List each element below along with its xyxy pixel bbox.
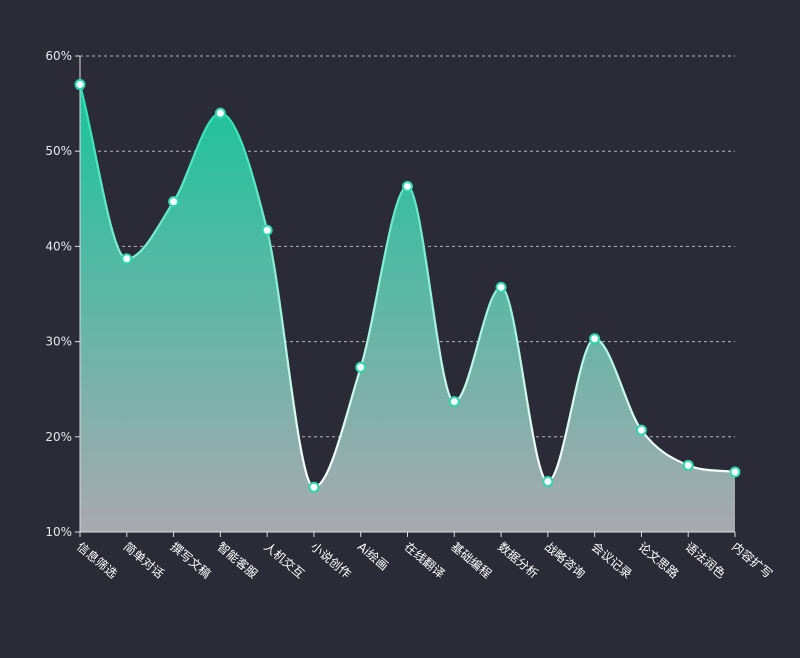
data-point-会议记录[interactable] (589, 333, 601, 345)
x-tick-label: 在线翻译 (402, 540, 448, 582)
x-tick-label: 基础编程 (448, 539, 494, 581)
x-tick-label: 简单对话 (121, 540, 167, 582)
x-tick-label: 信息筛选 (74, 539, 120, 581)
x-tick-label: 会议记录 (589, 540, 635, 582)
data-point-语法润色[interactable] (682, 459, 694, 471)
data-point-简单对话[interactable] (121, 253, 133, 265)
data-point-数据分析[interactable] (495, 281, 507, 293)
data-point-人机交互[interactable] (261, 224, 273, 236)
x-tick-label: 数据分析 (495, 539, 541, 581)
x-tick-label: 论文思路 (636, 539, 682, 581)
data-point-在线翻译[interactable] (402, 180, 413, 192)
data-point-智能客服[interactable] (214, 107, 226, 119)
series-area (80, 84, 735, 532)
data-point-信息筛选[interactable] (74, 79, 86, 91)
x-tick-label: 语法润色 (682, 540, 728, 582)
x-tick-label: 人机交互 (261, 539, 307, 581)
x-tick-label: 小说创作 (308, 539, 354, 581)
x-axis-tick-labels: 信息筛选 简单对话 撰写文稿 智能客服 人机交互 小说创作 Ai绘画 在线翻译 基础编程 数据分析… (74, 539, 775, 581)
y-tick-label: 10% (45, 525, 72, 539)
y-tick-label: 40% (45, 239, 72, 253)
y-tick-label: 30% (45, 335, 72, 349)
x-tick-label: 内容扩写 (729, 539, 775, 581)
area-fill-layer (80, 84, 735, 532)
data-point-Ai绘画[interactable] (355, 361, 367, 373)
data-point-撰写文稿[interactable] (168, 196, 180, 208)
data-point-markers (74, 79, 741, 493)
y-tick-label: 60% (45, 49, 72, 63)
axes (75, 55, 736, 537)
data-point-战略咨询[interactable] (542, 476, 554, 488)
x-tick-label: Ai绘画 (355, 539, 392, 573)
data-point-论文思路[interactable] (635, 424, 647, 436)
x-tick-label: 撰写文稿 (168, 539, 214, 581)
y-axis-tick-labels: 10% 20% 30% 40% 50% 60% (45, 49, 72, 539)
data-point-内容扩写[interactable] (729, 466, 741, 478)
y-tick-label: 20% (45, 430, 72, 444)
y-tick-label: 50% (45, 144, 72, 158)
data-point-小说创作[interactable] (308, 481, 320, 493)
x-tick-label: 智能客服 (214, 539, 260, 581)
x-tick-label: 战略咨询 (542, 539, 588, 581)
data-point-基础编程[interactable] (448, 396, 460, 408)
